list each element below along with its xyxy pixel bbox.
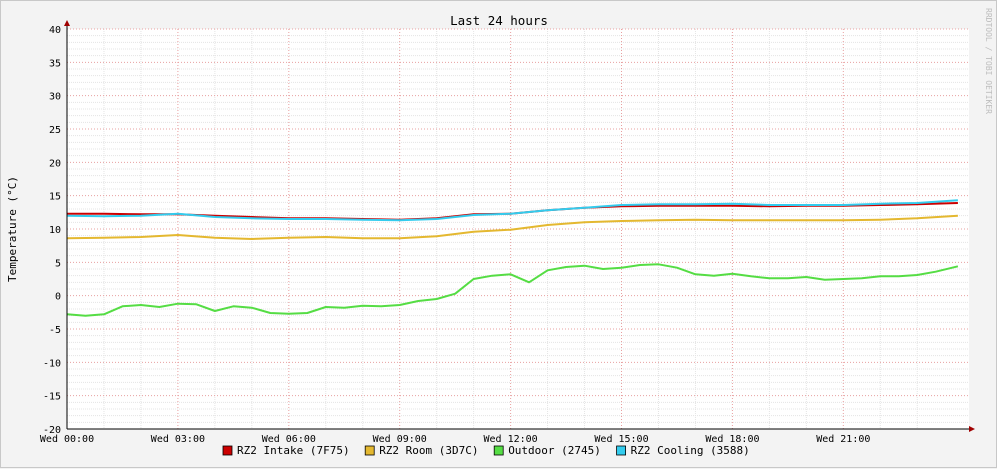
y-tick-label: 10: [49, 225, 61, 236]
y-tick-label: -20: [43, 425, 61, 436]
x-tick-label: Wed 00:00: [40, 434, 94, 445]
x-tick-label: Wed 03:00: [151, 434, 205, 445]
y-tick-label: 35: [49, 58, 61, 69]
x-tick-label: Wed 06:00: [262, 434, 316, 445]
x-tick-label: Wed 09:00: [373, 434, 427, 445]
y-tick-label: 40: [49, 25, 61, 36]
legend-entry: RZ2 Cooling (3588): [631, 444, 750, 457]
x-axis-ticks: Wed 00:00 Wed 03:00 Wed 06:00 Wed 09:00 Wed …: [40, 434, 870, 445]
legend-entry: Outdoor (2745): [508, 444, 601, 457]
series-line-2: [66, 263, 959, 317]
series-layer: [66, 199, 959, 317]
y-tick-label: 15: [49, 192, 61, 203]
legend-swatch: [493, 445, 504, 456]
watermark: RRDTOOL / TOBI OETIKER: [984, 8, 993, 114]
y-tick-label: 30: [49, 92, 61, 103]
legend-swatch: [364, 445, 375, 456]
y-axis-label: Temperature (°C): [6, 176, 19, 282]
y-axis-ticks: 40 35 30 25 20 15 10 5 0 -5 -10 -15 -20: [43, 25, 61, 436]
legend-entry: RZ2 Room (3D7C): [379, 444, 478, 457]
x-tick-label: Wed 12:00: [484, 434, 538, 445]
series-line-3: [66, 199, 958, 222]
y-tick-label: 5: [55, 258, 61, 269]
legend-swatch: [616, 445, 626, 456]
axes: [64, 20, 975, 432]
grid: [67, 28, 969, 429]
x-tick-label: Wed 15:00: [594, 434, 648, 445]
x-tick-label: Wed 18:00: [705, 434, 759, 445]
series-line-1: [66, 214, 958, 240]
chart-title: Last 24 hours: [450, 13, 548, 28]
legend-swatch: [222, 445, 233, 456]
y-tick-label: -10: [43, 358, 61, 369]
y-tick-label: -15: [43, 392, 61, 403]
x-tick-label: Wed 21:00: [816, 434, 870, 445]
x-axis-arrow-icon: [969, 426, 975, 432]
y-axis-arrow-icon: [64, 20, 70, 26]
legend-entry: RZ2 Intake (7F75): [237, 444, 350, 457]
y-tick-label: 0: [55, 292, 61, 303]
y-tick-label: 20: [49, 158, 61, 169]
y-tick-label: -5: [49, 325, 61, 336]
legend: RZ2 Intake (7F75) RZ2 Room (3D7C) Outdoor …: [222, 444, 750, 457]
y-tick-label: 25: [49, 125, 61, 136]
